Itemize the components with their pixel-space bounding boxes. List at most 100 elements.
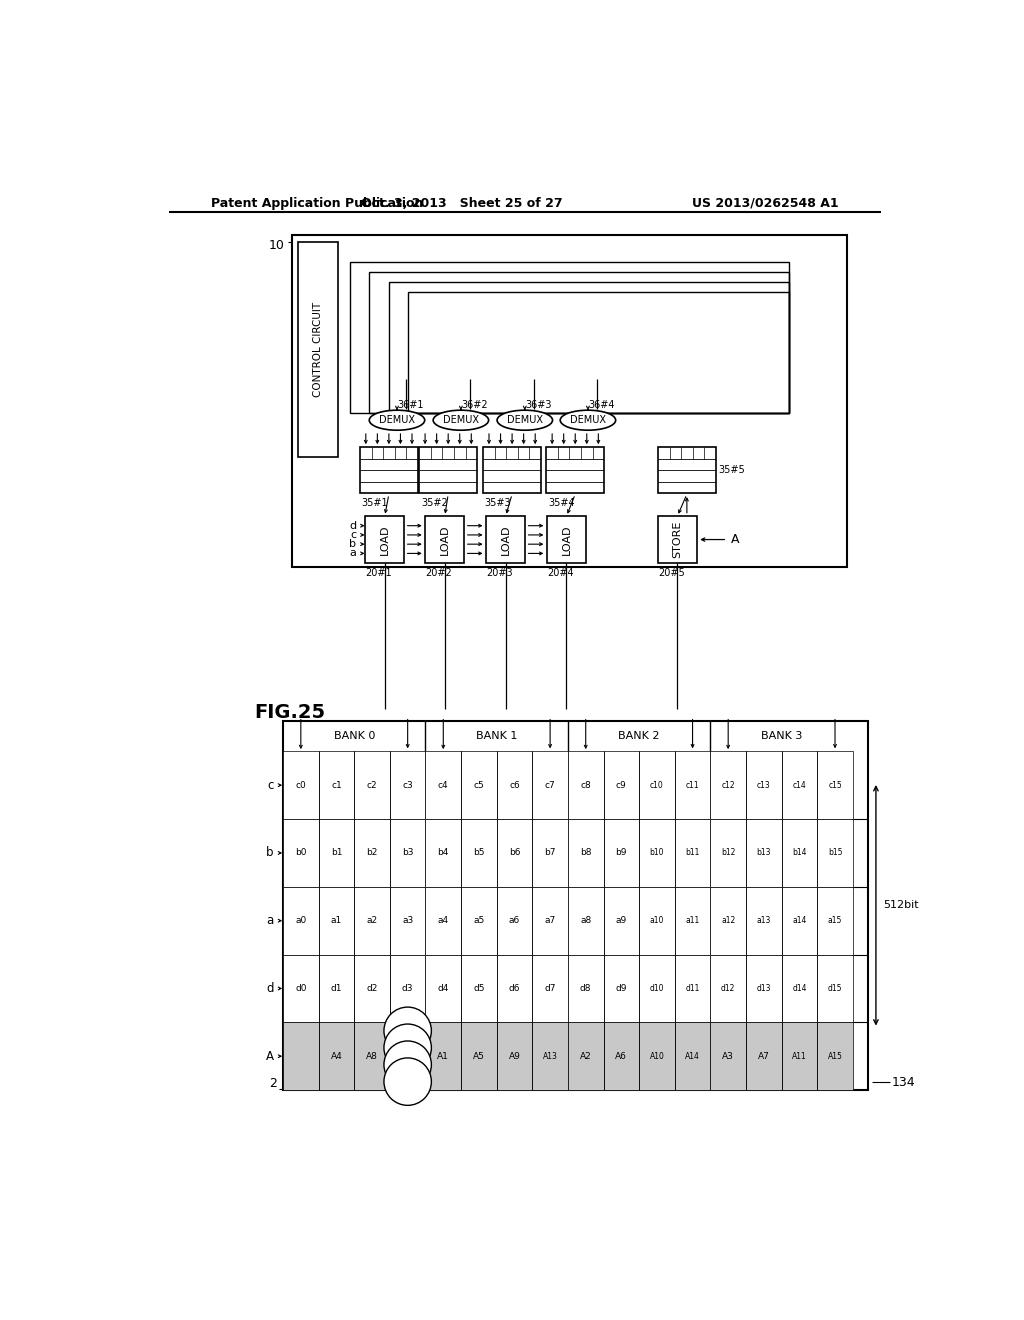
Bar bbox=[603, 1022, 639, 1090]
Bar bbox=[532, 1022, 568, 1090]
Bar bbox=[461, 954, 497, 1022]
Text: 512bit: 512bit bbox=[884, 900, 920, 911]
Text: STORE: STORE bbox=[673, 521, 682, 558]
Text: b15: b15 bbox=[827, 849, 843, 858]
Text: c11: c11 bbox=[686, 780, 699, 789]
Text: 20#1: 20#1 bbox=[366, 568, 392, 578]
Bar bbox=[283, 954, 318, 1022]
Text: c4: c4 bbox=[438, 780, 449, 789]
Bar bbox=[370, 272, 788, 413]
Text: A13: A13 bbox=[543, 1052, 557, 1061]
Bar bbox=[390, 818, 425, 887]
Bar bbox=[354, 887, 390, 954]
Text: d: d bbox=[266, 982, 273, 995]
Bar bbox=[497, 954, 532, 1022]
Text: a14: a14 bbox=[793, 916, 807, 925]
Bar bbox=[318, 1022, 354, 1090]
Bar bbox=[461, 818, 497, 887]
Bar bbox=[568, 954, 603, 1022]
Text: b12: b12 bbox=[721, 849, 735, 858]
Bar bbox=[283, 1022, 318, 1090]
Text: 35#2: 35#2 bbox=[421, 498, 447, 508]
Bar bbox=[639, 954, 675, 1022]
Text: CONTROL CIRCUIT: CONTROL CIRCUIT bbox=[313, 302, 324, 397]
Bar bbox=[817, 954, 853, 1022]
Bar bbox=[425, 818, 461, 887]
Bar bbox=[675, 954, 711, 1022]
Text: 35#1: 35#1 bbox=[361, 498, 388, 508]
Text: a13: a13 bbox=[757, 916, 771, 925]
Text: 36#2: 36#2 bbox=[462, 400, 488, 409]
Text: a: a bbox=[349, 548, 356, 558]
Text: c3: c3 bbox=[402, 780, 413, 789]
Text: d15: d15 bbox=[827, 983, 843, 993]
Text: 36#3: 36#3 bbox=[525, 400, 552, 409]
Text: d6: d6 bbox=[509, 983, 520, 993]
Bar bbox=[366, 516, 403, 562]
Text: b: b bbox=[349, 539, 356, 549]
Bar bbox=[425, 954, 461, 1022]
Text: a8: a8 bbox=[581, 916, 591, 925]
Bar bbox=[568, 818, 603, 887]
Bar bbox=[745, 818, 781, 887]
Text: b13: b13 bbox=[757, 849, 771, 858]
Text: 35#5: 35#5 bbox=[718, 465, 744, 475]
Text: BANK 0: BANK 0 bbox=[334, 731, 375, 741]
Bar bbox=[354, 751, 390, 818]
Text: A9: A9 bbox=[509, 1052, 520, 1061]
Text: d10: d10 bbox=[649, 983, 665, 993]
Text: A: A bbox=[266, 1049, 273, 1063]
Text: US 2013/0262548 A1: US 2013/0262548 A1 bbox=[692, 197, 839, 210]
Bar bbox=[292, 235, 847, 566]
Bar bbox=[711, 954, 745, 1022]
Bar bbox=[658, 447, 716, 494]
Text: LOAD: LOAD bbox=[439, 524, 450, 554]
Text: c10: c10 bbox=[650, 780, 664, 789]
Bar bbox=[318, 818, 354, 887]
Bar bbox=[781, 887, 817, 954]
Bar bbox=[745, 1022, 781, 1090]
Bar bbox=[425, 887, 461, 954]
Text: A4: A4 bbox=[331, 1052, 342, 1061]
Bar bbox=[532, 954, 568, 1022]
Text: DEMUX: DEMUX bbox=[443, 416, 479, 425]
Circle shape bbox=[384, 1057, 431, 1105]
Bar bbox=[639, 751, 675, 818]
Text: c0: c0 bbox=[296, 780, 306, 789]
Bar bbox=[745, 954, 781, 1022]
Circle shape bbox=[384, 1041, 431, 1089]
Bar bbox=[639, 818, 675, 887]
Text: 36#4: 36#4 bbox=[589, 400, 615, 409]
Text: c7: c7 bbox=[545, 780, 555, 789]
Text: a12: a12 bbox=[721, 916, 735, 925]
Text: 134: 134 bbox=[891, 1076, 915, 1089]
Bar bbox=[298, 242, 339, 457]
Text: LOAD: LOAD bbox=[561, 524, 571, 554]
Bar bbox=[350, 263, 788, 413]
Text: a10: a10 bbox=[650, 916, 665, 925]
Bar bbox=[568, 1022, 603, 1090]
Text: c14: c14 bbox=[793, 780, 806, 789]
Bar bbox=[354, 1022, 390, 1090]
Bar bbox=[354, 818, 390, 887]
Bar bbox=[461, 887, 497, 954]
Text: 20#2: 20#2 bbox=[425, 568, 453, 578]
Bar bbox=[283, 751, 318, 818]
Text: d7: d7 bbox=[545, 983, 556, 993]
Text: 2: 2 bbox=[269, 1077, 276, 1090]
Bar bbox=[711, 1022, 745, 1090]
Bar bbox=[568, 751, 603, 818]
Text: Oct. 3, 2013   Sheet 25 of 27: Oct. 3, 2013 Sheet 25 of 27 bbox=[360, 197, 562, 210]
Text: d1: d1 bbox=[331, 983, 342, 993]
Bar bbox=[283, 818, 318, 887]
Bar bbox=[318, 954, 354, 1022]
Bar bbox=[318, 751, 354, 818]
Text: d3: d3 bbox=[401, 983, 414, 993]
Text: c5: c5 bbox=[473, 780, 484, 789]
Bar bbox=[603, 954, 639, 1022]
Text: b9: b9 bbox=[615, 849, 627, 858]
Text: A15: A15 bbox=[827, 1052, 843, 1061]
Bar bbox=[532, 887, 568, 954]
Text: b3: b3 bbox=[401, 849, 414, 858]
Text: Patent Application Publication: Patent Application Publication bbox=[211, 197, 424, 210]
